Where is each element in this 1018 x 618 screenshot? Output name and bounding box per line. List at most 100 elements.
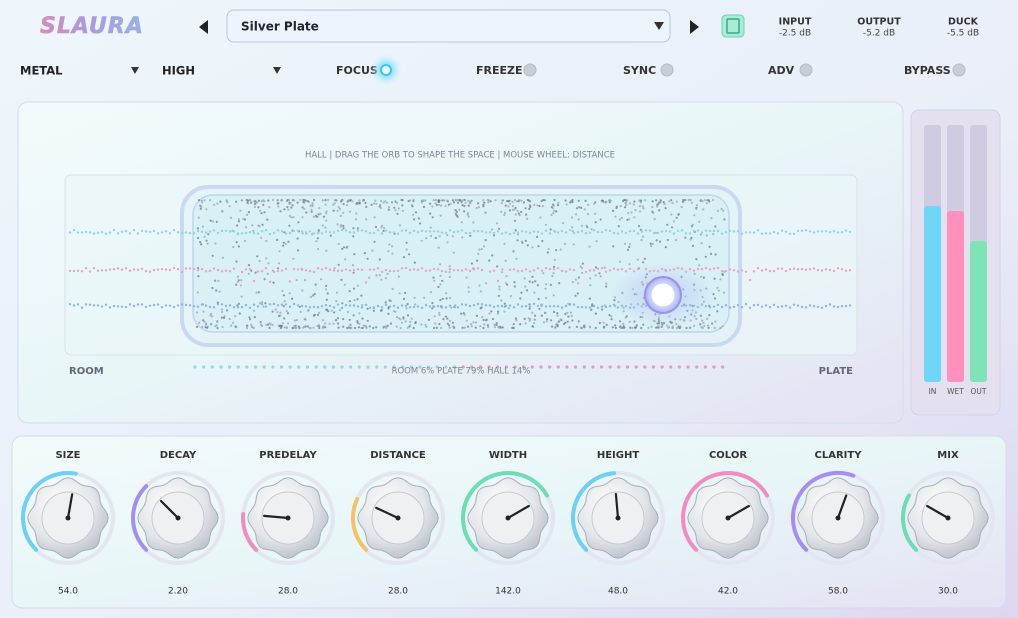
- waveform-dot: [164, 304, 168, 307]
- toggle-off[interactable]: [952, 63, 966, 77]
- particle: [386, 201, 389, 204]
- waveform-dot: [272, 270, 276, 274]
- particle: [594, 312, 598, 315]
- particle: [590, 308, 593, 311]
- particle: [513, 285, 516, 288]
- particle: [666, 223, 669, 226]
- particle: [623, 326, 626, 329]
- particle: [394, 200, 397, 203]
- waveform-dot: [100, 305, 104, 308]
- waveform-dot: [208, 269, 212, 272]
- particle: [322, 326, 325, 329]
- comb-dot: [193, 365, 197, 369]
- prev-preset[interactable]: [199, 20, 208, 34]
- particle: [262, 203, 265, 206]
- particle: [662, 201, 665, 204]
- waveform-dot: [404, 229, 408, 232]
- waveform-dot: [176, 268, 180, 271]
- particle: [571, 226, 574, 229]
- waveform-dot: [648, 229, 652, 232]
- particle: [520, 291, 523, 294]
- particle: [625, 204, 628, 207]
- quality-arrow[interactable]: [273, 67, 281, 74]
- particle: [490, 310, 493, 313]
- waveform-dot: [592, 229, 596, 232]
- meter-level: [947, 211, 964, 382]
- particle: [352, 271, 355, 274]
- particle: [394, 209, 397, 212]
- particle: [352, 235, 355, 238]
- particle: [638, 210, 642, 213]
- knob-label: COLOR: [709, 450, 747, 461]
- preset-dropdown[interactable]: [654, 22, 664, 30]
- preset-box[interactable]: [226, 9, 671, 43]
- waveform-dot: [808, 304, 812, 307]
- particle: [420, 323, 423, 326]
- particle: [240, 199, 243, 202]
- waveform-dot: [116, 232, 120, 235]
- waveform-dot: [232, 306, 236, 309]
- comb-dot: [487, 365, 491, 369]
- waveform-dot: [608, 269, 612, 272]
- particle: [552, 272, 555, 275]
- waveform-dot: [428, 230, 432, 233]
- particle: [304, 279, 307, 282]
- particle: [357, 326, 360, 329]
- toggle-on[interactable]: [380, 64, 392, 76]
- particle: [379, 206, 382, 209]
- particle: [213, 203, 216, 206]
- particle: [234, 325, 237, 328]
- particle: [354, 218, 358, 221]
- waveform-dot: [184, 267, 188, 270]
- particle: [342, 203, 345, 206]
- particle: [251, 224, 254, 227]
- particle: [434, 199, 437, 202]
- waveform-dot: [224, 269, 228, 272]
- waveform-dot: [584, 270, 588, 274]
- particle: [285, 309, 288, 313]
- particle: [496, 265, 499, 268]
- waveform-dot: [244, 303, 248, 307]
- toggle-off[interactable]: [799, 63, 813, 77]
- particle: [579, 326, 582, 329]
- comb-dot: [426, 365, 431, 369]
- material-arrow[interactable]: [131, 67, 139, 74]
- particle: [504, 204, 507, 207]
- particle: [609, 199, 612, 202]
- particle: [651, 210, 654, 213]
- particle: [366, 257, 369, 260]
- waveform-dot: [412, 229, 416, 233]
- particle: [301, 289, 304, 292]
- comb-dot: [591, 365, 595, 369]
- toggle-off[interactable]: [523, 63, 537, 77]
- next-preset[interactable]: [690, 20, 699, 34]
- waveform-dot: [832, 230, 836, 233]
- particle: [695, 258, 698, 261]
- particle: [435, 326, 438, 329]
- waveform-dot: [104, 269, 108, 272]
- meter-level: [924, 206, 941, 382]
- particle: [701, 200, 704, 203]
- waveform-dot: [440, 231, 444, 234]
- particles: [68, 198, 852, 330]
- waveform-dot: [272, 302, 276, 306]
- particle: [655, 199, 658, 202]
- waveform-dot: [228, 304, 232, 307]
- particle: [707, 326, 710, 329]
- particle: [325, 308, 328, 311]
- particle: [698, 264, 701, 267]
- particle: [623, 242, 627, 245]
- waveform-dot: [432, 305, 436, 308]
- waveform-dot: [456, 306, 460, 309]
- waveform-dot: [784, 230, 788, 233]
- waveform-dot: [240, 232, 244, 235]
- quality-select: HIGH: [162, 64, 195, 78]
- particle: [299, 198, 302, 202]
- particle: [475, 206, 478, 210]
- particle: [533, 203, 536, 206]
- particle: [266, 272, 269, 275]
- waveform-dot: [276, 304, 280, 307]
- toggle-off[interactable]: [660, 63, 674, 77]
- particle: [571, 200, 574, 204]
- particle: [599, 275, 602, 278]
